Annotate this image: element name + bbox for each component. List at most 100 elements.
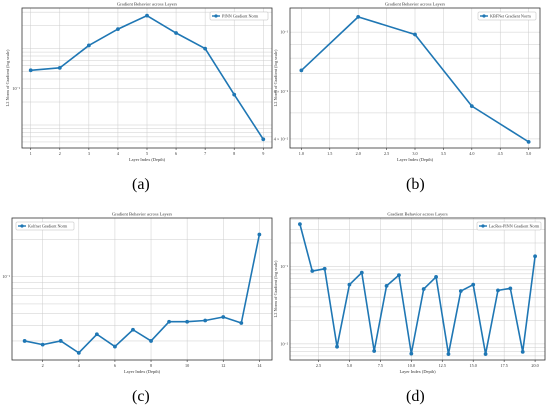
data-point	[526, 139, 531, 144]
x-tick-label: 20.0	[531, 363, 538, 368]
data-point	[359, 270, 364, 275]
x-axis-label: Layer Index (Depth)	[399, 369, 436, 374]
data-point	[384, 283, 389, 288]
data-point	[221, 315, 226, 319]
legend-marker	[214, 14, 218, 18]
panel-label-d: (d)	[406, 388, 425, 405]
chart-panel-d: Gradient Behavior across Layers Layer Ind…	[273, 212, 546, 374]
data-point	[458, 289, 463, 293]
x-tick-label: 2	[59, 151, 61, 156]
chart-title: Gradient Behavior across Layers	[387, 212, 448, 217]
x-tick-label: 8	[150, 363, 152, 368]
data-point	[310, 269, 315, 273]
data-point	[471, 282, 476, 287]
x-tick-label: 5.0	[347, 363, 352, 368]
data-point	[76, 350, 81, 355]
x-tick-label: 4.0	[469, 151, 474, 156]
legend-label: Kolfnet Gradient Norm	[28, 224, 68, 229]
y-axis-label: L2 Norm of Gradient (log scale)	[273, 260, 278, 317]
panel-label-c: (c)	[132, 388, 150, 405]
data-point	[131, 327, 135, 332]
data-point	[469, 104, 474, 109]
data-point	[57, 65, 62, 70]
x-tick-label: 4	[78, 363, 81, 368]
data-point	[167, 319, 171, 324]
y-tick-label: 10⁻²	[280, 341, 288, 346]
legend-box	[15, 221, 75, 231]
chart-title: Gradient Behavior across Layers	[112, 212, 173, 217]
legend-marker	[481, 224, 485, 228]
data-point	[149, 339, 153, 343]
data-point	[203, 318, 208, 323]
x-tick-label: 2.5	[316, 363, 321, 368]
data-point	[508, 286, 513, 291]
legend-marker	[482, 14, 486, 18]
data-point	[261, 137, 266, 142]
data-point	[520, 349, 525, 354]
data-point	[397, 273, 401, 278]
data-point	[94, 332, 99, 337]
x-tick-label: 9	[262, 151, 264, 156]
data-point	[113, 344, 117, 349]
x-tick-label: 15.0	[470, 363, 477, 368]
plot-frame	[289, 217, 546, 361]
panel-label-a: (a)	[132, 176, 150, 193]
x-tick-label: 2.0	[356, 151, 361, 156]
data-point	[174, 31, 178, 35]
legend-label: KBFNet Gradient Norm	[490, 14, 531, 19]
y-axis-label: L2 Norm of Gradient (log scale)	[5, 49, 10, 106]
legend-box	[476, 221, 542, 231]
x-tick-label: 3.0	[412, 151, 417, 156]
data-point	[335, 344, 339, 349]
y-tick-label: 10⁻¹	[2, 274, 10, 279]
data-point	[86, 43, 91, 48]
data-point	[58, 339, 63, 343]
data-point	[298, 222, 302, 227]
chart-title: Gradient Behavior across Layers	[117, 2, 178, 7]
data-point	[239, 321, 244, 325]
x-tick-label: 7	[204, 151, 206, 156]
plot-frame	[11, 217, 273, 361]
data-point	[413, 32, 417, 37]
series-line	[24, 234, 261, 354]
panel-label-b: (b)	[406, 176, 425, 193]
x-tick-label: 3.5	[441, 151, 446, 156]
data-point	[185, 319, 190, 324]
series-line	[299, 223, 536, 355]
x-tick-label: 5.0	[526, 151, 531, 156]
data-point	[299, 68, 304, 73]
data-point	[409, 351, 414, 356]
legend-marker	[20, 224, 24, 228]
chart-panel-a: Gradient Behavior across Layers Layer Ind…	[5, 2, 273, 162]
x-tick-label: 3	[88, 151, 90, 156]
x-tick-label: 8	[233, 151, 235, 156]
y-tick-label: 6 × 10⁻²	[274, 89, 289, 94]
x-tick-label: 6	[114, 363, 116, 368]
data-point	[40, 342, 45, 347]
data-point	[434, 275, 438, 279]
data-point	[116, 27, 120, 32]
x-tick-label: 5	[146, 151, 148, 156]
data-point	[496, 288, 500, 293]
data-point	[257, 232, 262, 237]
data-point	[22, 339, 27, 343]
x-axis-label: Layer Index (Depth)	[397, 157, 434, 162]
x-tick-label: 17.5	[500, 363, 507, 368]
x-tick-label: 4.5	[498, 151, 503, 156]
data-point	[483, 352, 488, 356]
data-point	[145, 13, 149, 18]
x-tick-label: 4	[117, 151, 120, 156]
x-tick-label: 10.0	[408, 363, 415, 368]
x-tick-label: 2.5	[384, 151, 389, 156]
y-axis-label: L2 Norm of Gradient (log scale)	[273, 49, 278, 106]
x-tick-label: 7.5	[378, 363, 383, 368]
data-point	[322, 266, 327, 271]
x-axis-label: Layer Index (Depth)	[124, 369, 161, 374]
x-tick-label: 10	[185, 363, 189, 368]
data-point	[347, 282, 352, 287]
x-axis-label: Layer Index (Depth)	[129, 157, 166, 162]
y-tick-label: 10⁻¹	[280, 264, 288, 269]
legend-label: LacRes-PINN Gradient Norm	[489, 224, 540, 229]
x-tick-label: 1	[30, 151, 32, 156]
